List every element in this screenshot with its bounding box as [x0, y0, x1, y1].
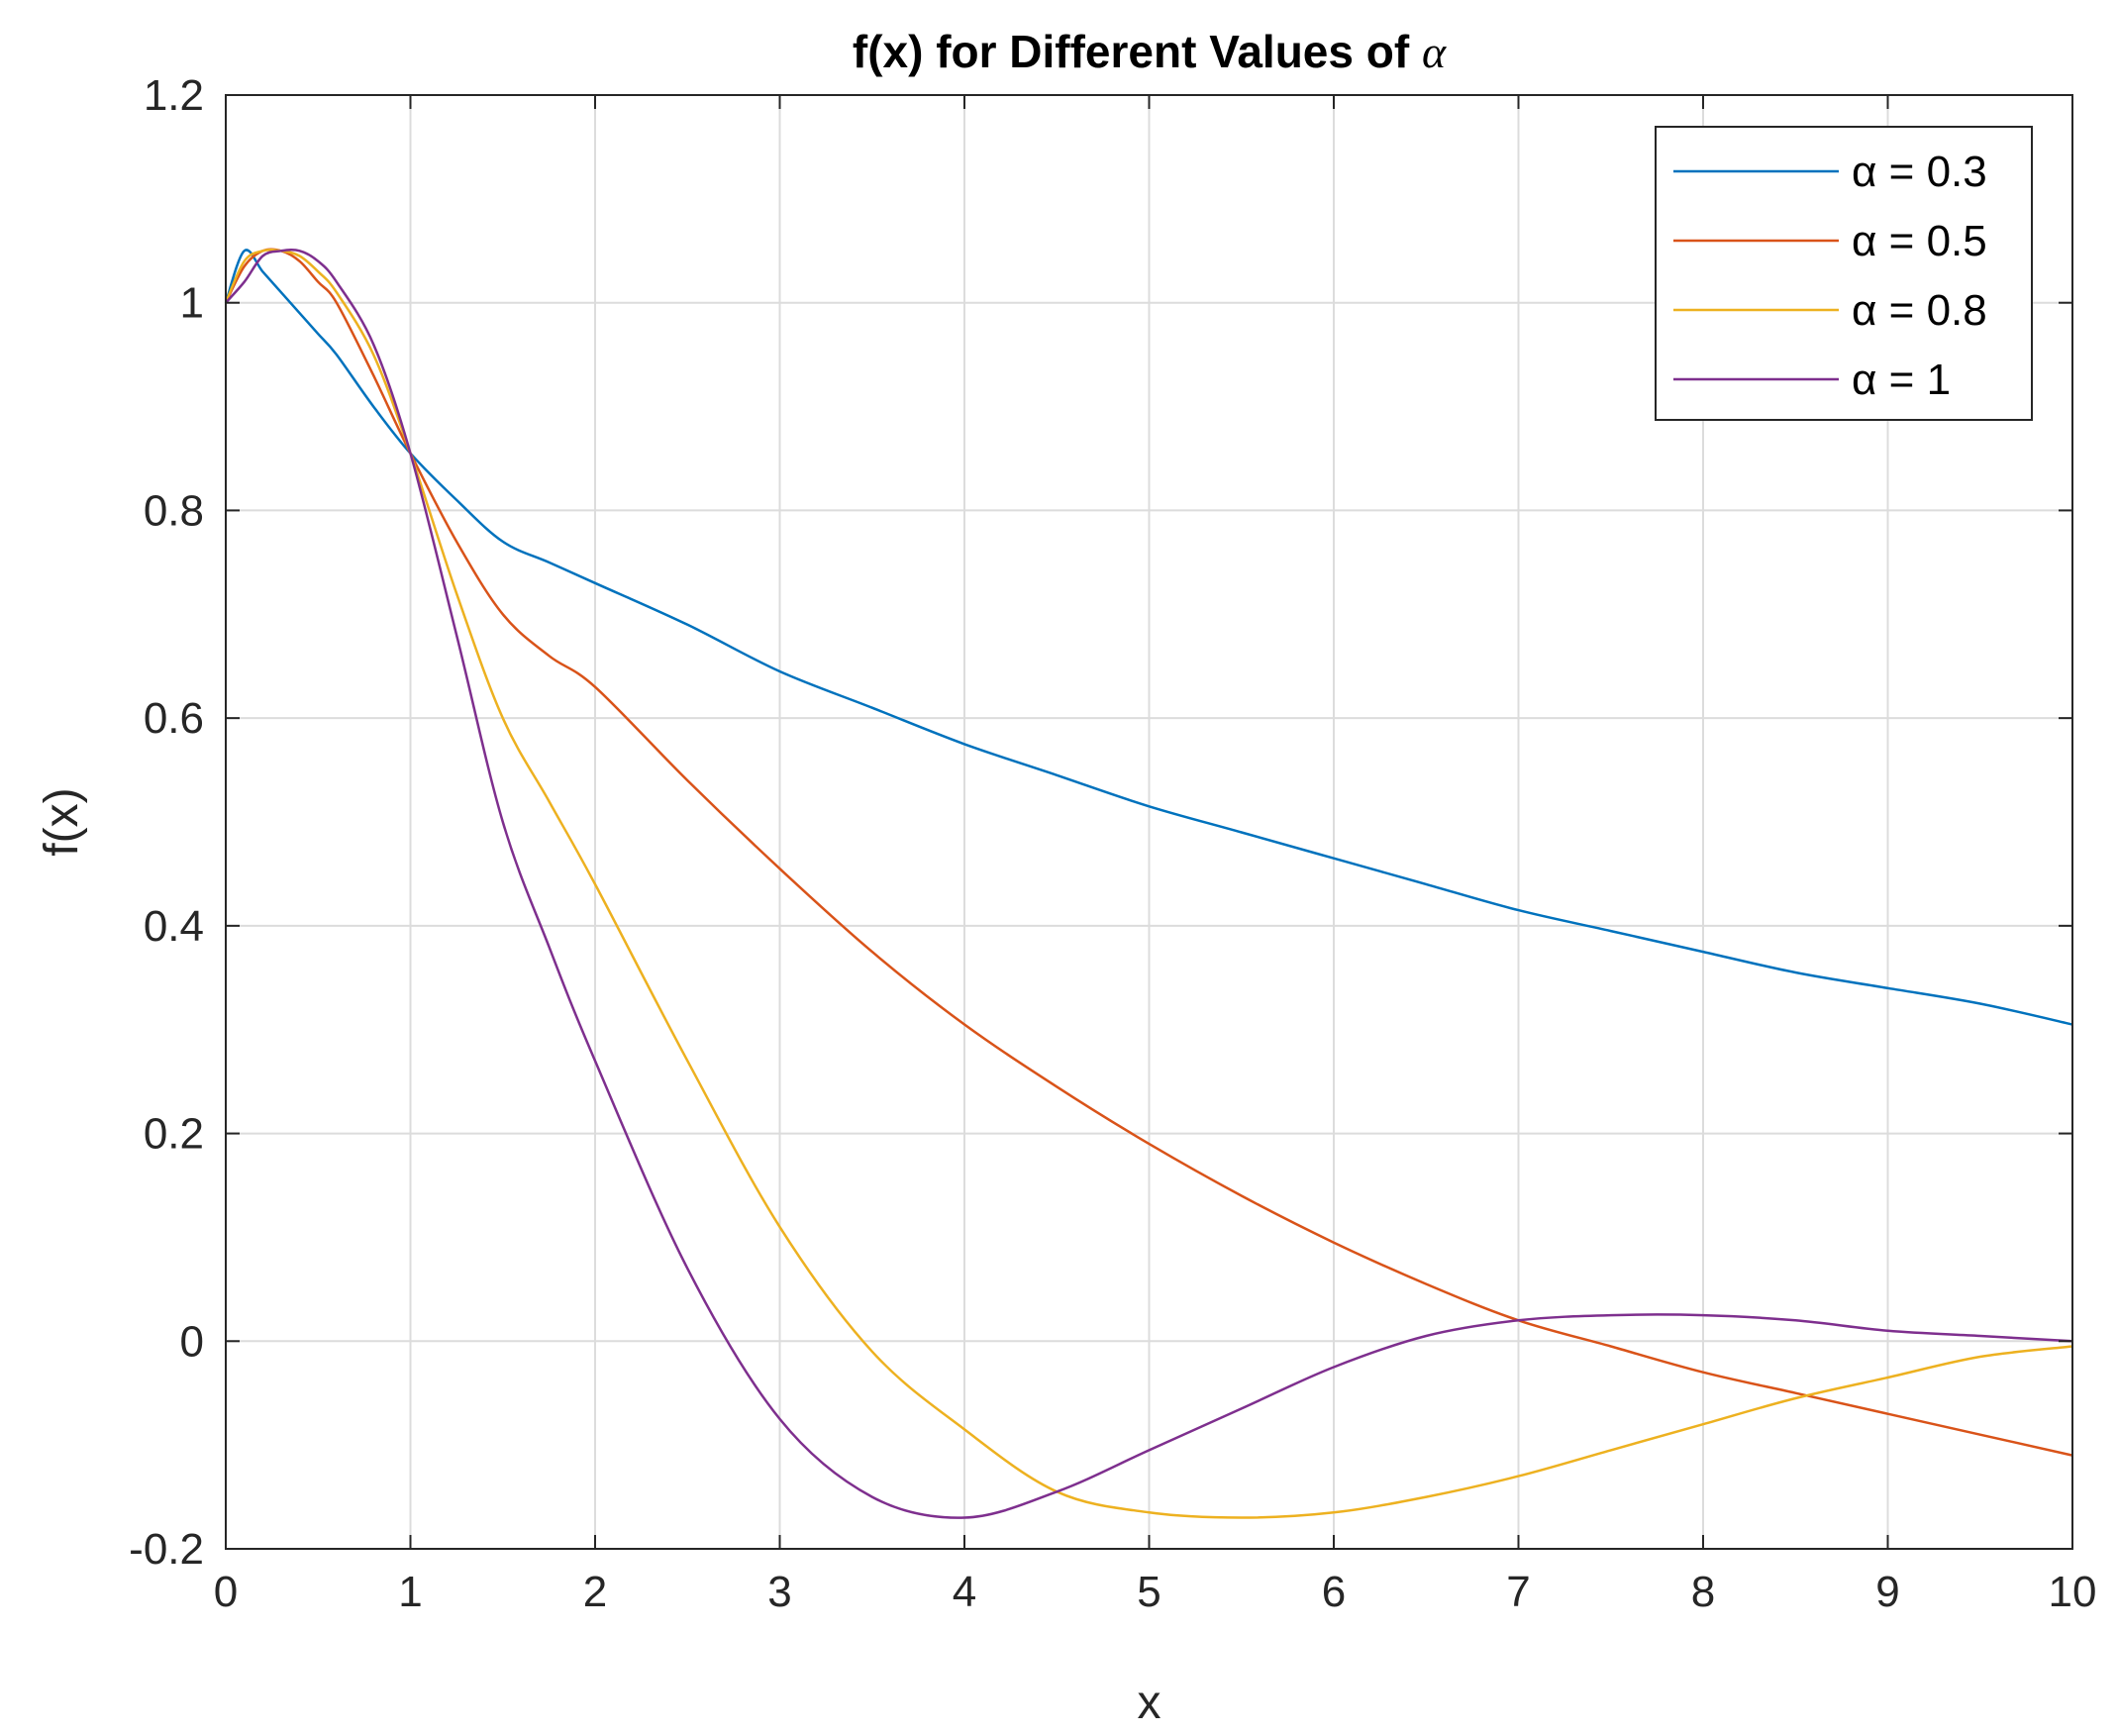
legend-label-4: α = 1	[1852, 356, 1951, 404]
chart-title-text: f(x) for Different Values of	[853, 26, 1422, 77]
x-tick-label: 0	[214, 1568, 238, 1616]
y-tick-label: 0.6	[144, 694, 204, 743]
x-tick-label: 1	[398, 1568, 422, 1616]
x-tick-label: 3	[767, 1568, 791, 1616]
x-tick-label: 5	[1137, 1568, 1160, 1616]
y-tick-label: -0.2	[129, 1525, 204, 1574]
x-axis-label: x	[1138, 1677, 1161, 1729]
y-tick-label: 0.8	[144, 486, 204, 535]
legend-label-1: α = 0.3	[1852, 148, 1987, 196]
y-tick-label: 0.4	[144, 902, 204, 951]
chart-title: f(x) for Different Values of α	[853, 26, 1447, 77]
legend-box	[1655, 126, 2033, 421]
x-tick-label: 4	[953, 1568, 976, 1616]
axis-ticks: 0 1 2 3 4 5 6 7 8 9 10-0.200.20.40.60.811.2	[129, 71, 2096, 1616]
y-tick-label: 1.2	[144, 71, 204, 120]
series-line-2	[224, 248, 2073, 1457]
series-line-3	[224, 249, 2073, 1519]
x-tick-label: 6	[1322, 1568, 1346, 1616]
series-line-4	[225, 249, 2073, 1519]
x-tick-label: 7	[1506, 1568, 1530, 1616]
chart-title-alpha: α	[1422, 27, 1447, 77]
legend-label-2: α = 0.5	[1852, 217, 1987, 265]
y-tick-label: 1	[180, 279, 204, 328]
x-tick-label: 2	[583, 1568, 607, 1616]
legend: α = 0.3 α = 0.5 α = 0.8 α = 1	[1655, 126, 2033, 421]
legend-label-3: α = 0.8	[1852, 286, 1987, 335]
x-tick-label: 9	[1875, 1568, 1899, 1616]
x-tick-label: 10	[2049, 1568, 2097, 1616]
y-axis-label: f(x)	[36, 787, 88, 856]
series-line-1	[224, 249, 2073, 1026]
series-lines	[224, 248, 2073, 1519]
y-tick-label: 0	[180, 1317, 204, 1366]
x-tick-label: 8	[1691, 1568, 1715, 1616]
y-tick-label: 0.2	[144, 1110, 204, 1159]
